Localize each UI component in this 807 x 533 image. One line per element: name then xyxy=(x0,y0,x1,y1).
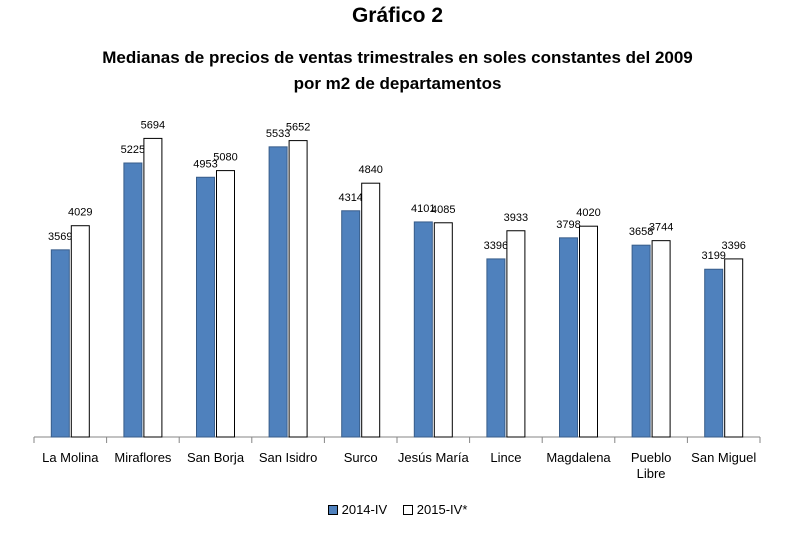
data-label: 5652 xyxy=(286,122,310,134)
bar-2015-lince xyxy=(506,230,526,438)
data-label: 5533 xyxy=(266,128,290,140)
category-label: Jesús María xyxy=(398,450,470,465)
category-label: San Borja xyxy=(187,450,245,465)
category-label: La Molina xyxy=(42,450,99,465)
data-label: 3658 xyxy=(629,226,653,238)
legend-swatch-2015 xyxy=(402,504,413,515)
category-label: San Isidro xyxy=(259,450,318,465)
bar-2015-san-borja xyxy=(216,170,235,438)
chart-title: Medianas de precios de ventas trimestral… xyxy=(102,48,693,93)
data-label: 4029 xyxy=(68,207,92,219)
legend: 2014-IV 2015-IV* xyxy=(0,501,795,517)
legend-label-2014: 2014-IV xyxy=(341,502,388,518)
data-label: 3798 xyxy=(556,219,580,231)
data-label: 5080 xyxy=(213,152,237,164)
bar-2014-magdalena xyxy=(559,237,578,438)
data-label: 3396 xyxy=(484,240,508,252)
legend-label-2015: 2015-IV* xyxy=(416,502,468,518)
data-label: 4085 xyxy=(431,204,455,216)
data-label: 3199 xyxy=(701,250,725,262)
data-label: 5694 xyxy=(141,119,165,131)
bar-2014-miraflores xyxy=(123,162,143,438)
data-label: 3396 xyxy=(721,240,745,252)
legend-swatch-2014 xyxy=(327,504,338,515)
data-label: 4020 xyxy=(576,207,600,219)
data-label: 4953 xyxy=(193,158,217,170)
bar-2014-jes-s-mar-a xyxy=(413,221,433,438)
category-label: Pueblo xyxy=(631,450,671,465)
bar-2015-san-isidro xyxy=(288,140,308,438)
data-label: 5225 xyxy=(121,144,145,156)
category-label: Libre xyxy=(637,466,666,481)
data-label: 4101 xyxy=(411,203,435,215)
bar-2015-surco xyxy=(361,182,381,438)
category-label: Lince xyxy=(490,450,521,465)
category-label: Magdalena xyxy=(546,450,611,465)
category-label: San Miguel xyxy=(691,450,756,465)
data-label: 3569 xyxy=(48,231,72,243)
bar-2015-magdalena xyxy=(579,225,598,438)
bar-2014-lince xyxy=(486,258,506,438)
bar-2014-san-isidro xyxy=(268,146,288,438)
bar-2014-san-borja xyxy=(196,176,215,438)
data-label: 4314 xyxy=(338,192,362,204)
bar-2015-miraflores xyxy=(143,137,163,438)
bar-2014-pueblo-libre xyxy=(631,244,651,438)
data-label: 3744 xyxy=(649,222,673,234)
bar-2015-jes-s-mar-a xyxy=(433,222,453,438)
bar-2015-pueblo-libre xyxy=(651,240,671,438)
category-label: Miraflores xyxy=(114,450,172,465)
data-label: 4840 xyxy=(358,164,382,176)
chart-heading: Gráfico 2 xyxy=(351,4,444,27)
bar-2014-la-molina xyxy=(50,249,70,438)
data-label: 3933 xyxy=(504,212,528,224)
legend-entry-2014: 2014-IV xyxy=(327,502,388,518)
category-label: Surco xyxy=(344,450,378,465)
legend-entry-2015: 2015-IV* xyxy=(402,502,468,518)
bar-2015-la-molina xyxy=(70,225,90,438)
bar-2015-san-miguel xyxy=(724,258,744,438)
bar-2014-san-miguel xyxy=(704,268,724,438)
bar-2014-surco xyxy=(341,210,361,438)
